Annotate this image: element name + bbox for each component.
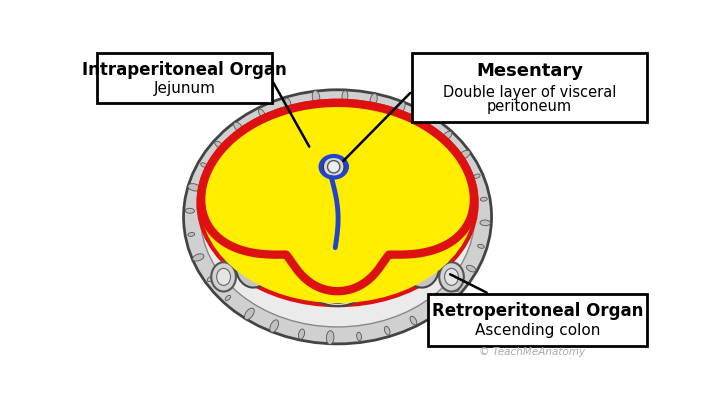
Ellipse shape [259,109,265,117]
Text: Intraperitoneal Organ: Intraperitoneal Organ [82,61,286,79]
Circle shape [321,241,335,255]
Ellipse shape [454,286,459,291]
Ellipse shape [478,244,484,248]
Ellipse shape [432,302,441,311]
Ellipse shape [214,141,223,148]
Ellipse shape [379,264,400,280]
Text: Ascending colon: Ascending colon [475,323,600,338]
Ellipse shape [332,242,343,262]
Ellipse shape [326,331,334,344]
Circle shape [340,241,354,255]
Text: peritoneum: peritoneum [487,99,572,114]
Ellipse shape [443,131,452,140]
Ellipse shape [473,174,480,178]
FancyBboxPatch shape [97,53,272,103]
Ellipse shape [459,150,470,159]
Ellipse shape [445,268,459,285]
Ellipse shape [285,98,291,108]
Ellipse shape [245,250,267,279]
Ellipse shape [201,103,475,303]
Ellipse shape [183,90,491,344]
Ellipse shape [244,308,254,319]
FancyBboxPatch shape [427,294,647,346]
Ellipse shape [304,251,371,306]
Text: Double layer of visceral: Double layer of visceral [443,85,616,100]
Ellipse shape [316,266,358,303]
Ellipse shape [422,116,429,124]
Ellipse shape [357,332,361,341]
Ellipse shape [330,258,345,271]
Ellipse shape [312,91,320,104]
Ellipse shape [188,184,201,191]
Ellipse shape [201,107,475,327]
Circle shape [328,161,340,173]
Ellipse shape [217,268,230,285]
Ellipse shape [481,197,487,201]
Ellipse shape [402,242,439,288]
Text: Retroperitoneal Organ: Retroperitoneal Organ [432,302,643,320]
Ellipse shape [439,262,464,291]
Ellipse shape [236,242,273,288]
Ellipse shape [409,250,430,279]
Text: Jejunum: Jejunum [153,82,215,97]
Ellipse shape [188,233,195,236]
Ellipse shape [201,163,207,167]
FancyBboxPatch shape [412,53,647,122]
Text: Mesentary: Mesentary [476,62,583,80]
Text: © TeachMeAnatomy: © TeachMeAnatomy [478,347,585,357]
Ellipse shape [193,254,204,261]
Ellipse shape [212,262,236,291]
Ellipse shape [207,276,214,282]
Ellipse shape [342,91,348,102]
Ellipse shape [299,329,305,339]
Ellipse shape [467,265,476,272]
Ellipse shape [410,316,417,325]
Circle shape [323,156,345,177]
Ellipse shape [225,295,230,300]
Ellipse shape [275,264,295,280]
Ellipse shape [480,220,491,226]
Ellipse shape [233,122,243,132]
Ellipse shape [370,93,377,106]
Ellipse shape [201,103,475,303]
Ellipse shape [385,326,390,335]
Ellipse shape [185,208,194,213]
Ellipse shape [204,106,472,300]
Ellipse shape [397,102,405,113]
Ellipse shape [270,320,278,332]
